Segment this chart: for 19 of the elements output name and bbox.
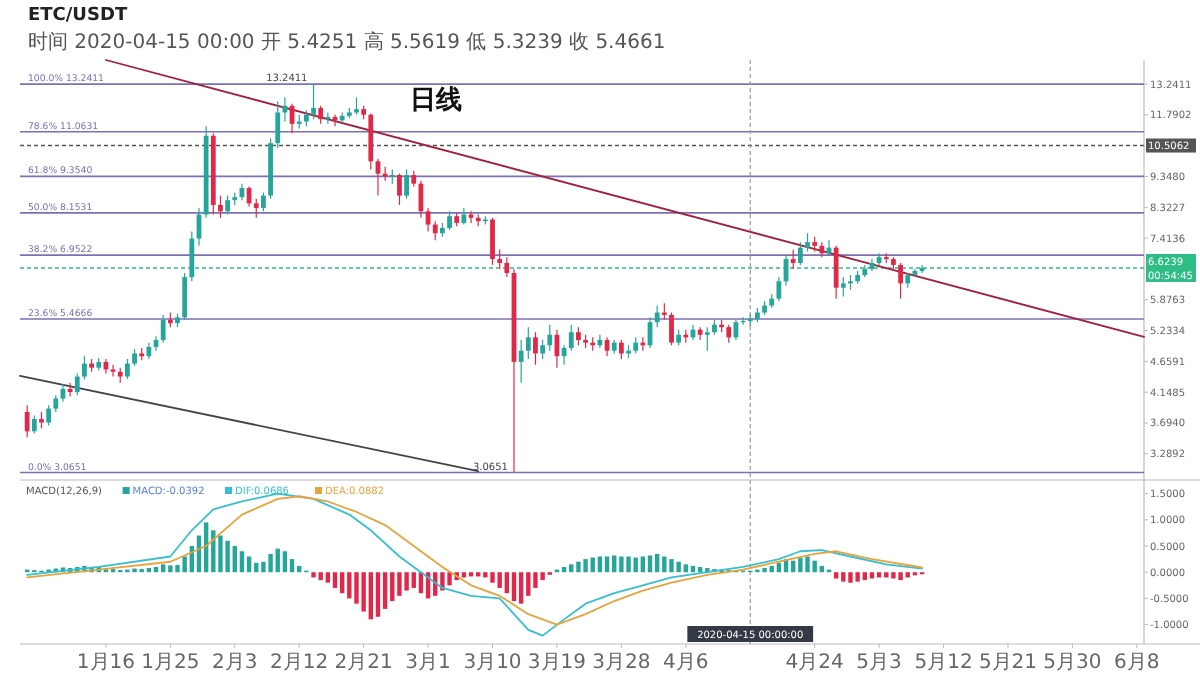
x-tick-label: 3月1 — [405, 652, 451, 674]
x-tick-label: 6月8 — [1114, 652, 1160, 674]
annotation: 日线 — [410, 86, 462, 116]
x-tick-label: 5月12 — [914, 652, 973, 674]
chart-title: ETC/USDT — [28, 6, 129, 26]
x-tick-label: 2月3 — [212, 652, 258, 674]
x-tick-label: 1月25 — [141, 652, 200, 674]
x-tick-label: 4月6 — [663, 652, 709, 674]
x-tick-label: 4月24 — [785, 652, 844, 674]
x-tick-label: 2月12 — [270, 652, 329, 674]
x-tick-label: 5月30 — [1043, 652, 1102, 674]
x-tick-label: 5月3 — [856, 652, 902, 674]
x-tick-label: 5月21 — [978, 652, 1038, 674]
x-tick-label: 3月10 — [463, 652, 522, 674]
x-tick-label: 3月19 — [527, 652, 587, 674]
x-tick-label: 3月28 — [592, 652, 651, 674]
x-tick-label: 2月21 — [334, 652, 393, 674]
x-tick-label: 1月16 — [76, 652, 135, 674]
chart-subtitle: 时间 2020-04-15 00:00 开 5.4251 高 5.5619 低 5.3239 收 5.4661 — [28, 30, 666, 54]
